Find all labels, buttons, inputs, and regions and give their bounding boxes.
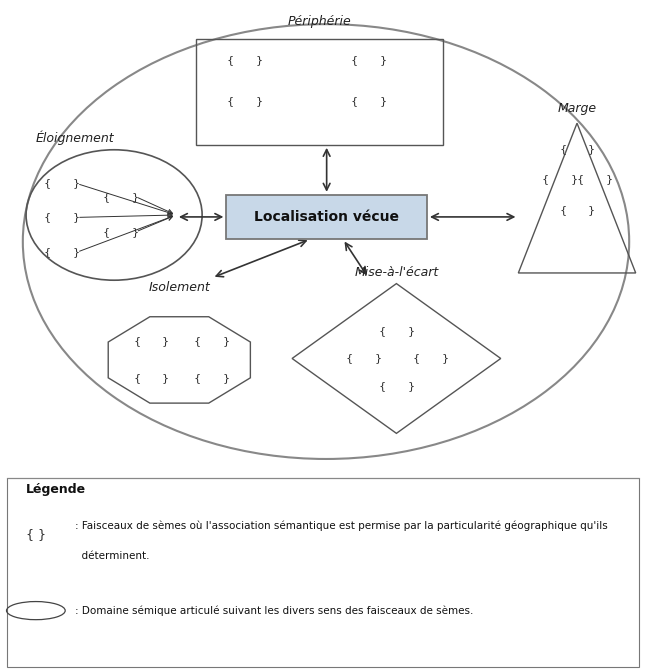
Text: {: { [413, 354, 419, 364]
Text: }: } [606, 174, 612, 184]
Text: : Faisceaux de sèmes où l'association sémantique est permise par la particularit: : Faisceaux de sèmes où l'association sé… [75, 521, 608, 531]
Text: Localisation vécue: Localisation vécue [254, 210, 399, 224]
Text: }: } [379, 97, 386, 107]
Text: }: } [132, 192, 138, 201]
Text: {: { [44, 247, 51, 257]
Text: { }: { } [26, 527, 46, 541]
Text: }: } [441, 354, 448, 364]
Text: {: { [134, 373, 140, 382]
Text: Périphérie: Périphérie [288, 15, 351, 28]
Text: {: { [351, 56, 357, 65]
Text: {: { [346, 354, 353, 364]
Text: }: } [132, 227, 138, 237]
Text: Légende: Légende [26, 483, 86, 497]
Text: }: } [256, 97, 262, 107]
Text: {: { [227, 97, 233, 107]
Text: }: } [588, 205, 595, 215]
Text: }: } [223, 336, 230, 346]
FancyBboxPatch shape [7, 478, 639, 667]
Text: {: { [103, 192, 110, 201]
Text: {: { [559, 205, 566, 215]
Text: déterminent.: déterminent. [75, 552, 149, 561]
Text: Mise-à-l'écart: Mise-à-l'écart [354, 266, 439, 279]
Text: }: } [379, 56, 386, 65]
Text: }: } [375, 354, 381, 364]
Text: {: { [44, 178, 51, 189]
Text: }: } [162, 373, 169, 382]
Text: {: { [351, 97, 357, 107]
Text: }: } [408, 326, 414, 336]
Text: Isolement: Isolement [149, 281, 210, 294]
Text: {: { [44, 213, 51, 222]
Text: }: } [570, 174, 577, 184]
Text: }: } [162, 336, 169, 346]
Text: {: { [379, 382, 385, 391]
Text: }: } [256, 56, 262, 65]
Text: {: { [542, 174, 548, 184]
Text: }: } [73, 247, 80, 257]
Text: {: { [559, 144, 566, 154]
Text: {: { [227, 56, 233, 65]
Text: {: { [194, 373, 201, 382]
Text: {: { [577, 174, 584, 184]
FancyBboxPatch shape [226, 195, 427, 239]
Text: : Domaine sémique articulé suivant les divers sens des faisceaux de sèmes.: : Domaine sémique articulé suivant les d… [75, 605, 473, 616]
Text: {: { [379, 326, 385, 336]
Text: {: { [134, 336, 140, 346]
Text: }: } [223, 373, 230, 382]
Text: }: } [73, 213, 80, 222]
Text: }: } [73, 178, 80, 189]
Text: Marge: Marge [557, 102, 597, 115]
Text: {: { [194, 336, 201, 346]
Text: }: } [408, 382, 414, 391]
Text: Éloignement: Éloignement [36, 130, 114, 145]
Text: }: } [588, 144, 595, 154]
Text: {: { [103, 227, 110, 237]
